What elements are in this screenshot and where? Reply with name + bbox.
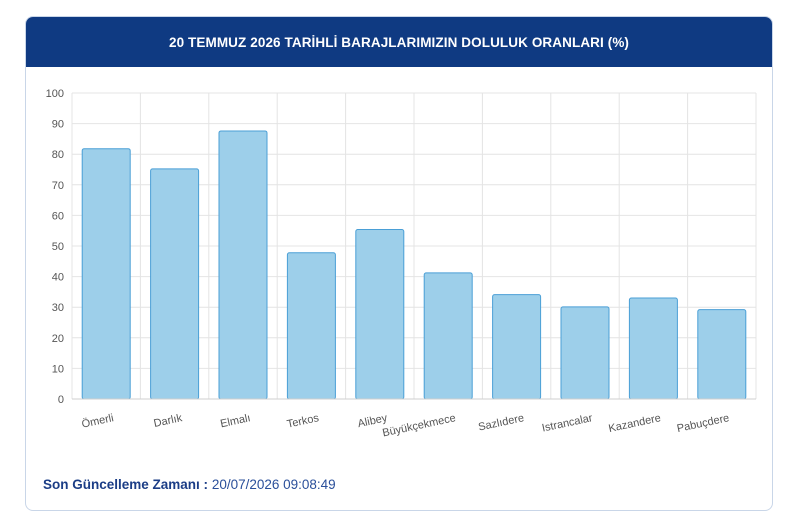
x-tick-label: Pabuçdere [676,412,731,435]
chart-title: 20 TEMMUZ 2026 TARİHLİ BARAJLARIMIZIN DO… [26,17,772,67]
bar [150,168,200,400]
y-tick-label: 90 [52,119,64,131]
y-tick-label: 30 [52,302,64,314]
y-tick-label: 0 [58,394,64,406]
last-update: Son Güncelleme Zamanı : 20/07/2026 09:08… [43,477,336,492]
y-tick-label: 100 [46,88,64,100]
x-tick-label: Ömerli [81,412,115,430]
bar-chart: 0 10 20 30 40 50 60 70 80 90 100 Ömerli Darlık Elmalı… [26,67,772,447]
y-tick-label: 10 [52,363,64,375]
bar [81,148,131,400]
bar [560,306,610,400]
bar [423,272,473,400]
bar [628,297,678,400]
y-tick-label: 40 [52,272,64,284]
bar [218,130,268,400]
x-tick-label: Büyükçekmece [381,412,456,439]
x-tick-label: Elmalı [219,412,251,430]
x-tick-label: Terkos [286,412,321,431]
bar [286,252,336,400]
last-update-value: 20/07/2026 09:08:49 [211,477,336,492]
y-tick-label: 70 [52,180,64,192]
y-tick-label: 80 [52,149,64,161]
y-tick-label: 60 [52,210,64,222]
last-update-label: Son Güncelleme Zamanı : [43,477,209,492]
dam-occupancy-card: 20 TEMMUZ 2026 TARİHLİ BARAJLARIMIZIN DO… [25,16,773,511]
bar [492,294,542,400]
bar [697,309,747,400]
x-tick-label: Kazandere [607,412,662,435]
x-tick-label: Darlık [153,412,184,430]
x-tick-label: Sazlıdere [477,412,525,433]
bar [355,228,405,400]
x-tick-label: Istrancalar [541,412,594,434]
bar-chart-svg: 0 10 20 30 40 50 60 70 80 90 100 Ömerli Darlık Elmalı… [46,88,757,439]
y-tick-label: 50 [52,241,64,253]
y-tick-label: 20 [52,333,64,345]
